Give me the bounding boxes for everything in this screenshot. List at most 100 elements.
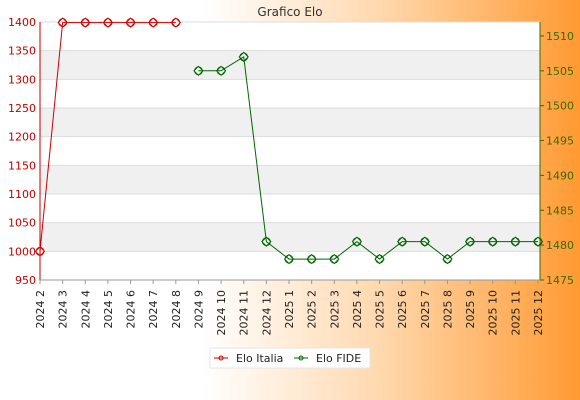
x-tick-label: 2024 2 bbox=[34, 290, 47, 329]
data-point bbox=[351, 236, 363, 247]
left-tick-label: 1200 bbox=[8, 131, 36, 144]
left-tick-label: 1350 bbox=[8, 45, 36, 58]
x-tick-label: 2025 7 bbox=[419, 290, 432, 329]
left-tick-label: 1100 bbox=[8, 188, 36, 201]
data-point bbox=[80, 17, 91, 28]
x-tick-label: 2024 9 bbox=[192, 290, 205, 329]
x-tick-label: 2025 6 bbox=[396, 290, 409, 329]
data-point-ring bbox=[103, 18, 113, 27]
axes bbox=[39, 22, 541, 281]
series-layer bbox=[34, 17, 544, 265]
data-point-ring bbox=[420, 237, 430, 247]
x-tick-label: 2024 6 bbox=[125, 290, 138, 329]
x-tick-label: 2024 5 bbox=[102, 290, 115, 329]
grid-band bbox=[40, 50, 540, 80]
right-tick-label: 1495 bbox=[546, 135, 574, 148]
data-point-ring bbox=[488, 237, 498, 247]
data-point-ring bbox=[375, 254, 384, 264]
x-tick-label: 2025 9 bbox=[464, 290, 477, 329]
x-tick-label: 2024 3 bbox=[57, 290, 70, 329]
x-tick-label: 2025 4 bbox=[351, 290, 364, 329]
data-point-ring bbox=[261, 237, 271, 247]
data-point bbox=[487, 236, 498, 247]
data-point-ring bbox=[58, 18, 68, 27]
legend-label: Elo Italia bbox=[236, 352, 283, 365]
left-axis-ticks: 950 1000 1050 1100 1150 1200 1250 1300 1350 1400 bbox=[8, 16, 36, 287]
data-point-ring bbox=[194, 66, 203, 76]
series-line bbox=[39, 22, 176, 252]
data-point-ring bbox=[329, 254, 339, 264]
x-tick-label: 2024 11 bbox=[238, 290, 251, 336]
legend-swatch-marker bbox=[298, 355, 304, 361]
x-tick-label: 2024 7 bbox=[147, 290, 160, 329]
x-tick-label: 2025 8 bbox=[441, 290, 454, 329]
x-tick-label: 2025 10 bbox=[487, 290, 500, 336]
data-point bbox=[396, 236, 408, 247]
left-tick-label: 1300 bbox=[8, 73, 36, 86]
data-point-ring bbox=[126, 18, 135, 27]
data-point bbox=[261, 236, 272, 247]
legend-label: Elo FIDE bbox=[316, 352, 361, 365]
data-point bbox=[238, 51, 249, 63]
data-point bbox=[532, 236, 544, 247]
series-elo-fide bbox=[193, 51, 544, 265]
x-tick-label: 2025 2 bbox=[306, 290, 319, 329]
right-tick-label: 1480 bbox=[546, 239, 574, 252]
data-point bbox=[215, 65, 227, 77]
x-tick-label: 2024 8 bbox=[170, 290, 183, 329]
data-point-ring bbox=[171, 18, 181, 27]
left-tick-label: 1150 bbox=[8, 159, 36, 172]
data-point bbox=[34, 246, 46, 257]
data-point bbox=[442, 253, 453, 265]
left-tick-label: 950 bbox=[15, 274, 36, 287]
left-tick-label: 1050 bbox=[8, 217, 36, 230]
data-point bbox=[510, 236, 521, 247]
data-point bbox=[102, 17, 114, 28]
data-point bbox=[193, 65, 204, 77]
right-tick-label: 1475 bbox=[546, 274, 574, 287]
data-point bbox=[306, 253, 317, 265]
grid-lines bbox=[40, 21, 540, 281]
data-point-ring bbox=[352, 237, 362, 247]
x-tick-label: 2025 1 bbox=[283, 290, 296, 329]
right-tick-label: 1510 bbox=[546, 30, 574, 43]
data-point-ring bbox=[307, 254, 317, 264]
x-tick-label: 2025 12 bbox=[532, 290, 545, 336]
data-point-ring bbox=[397, 237, 407, 247]
x-tick-label: 2025 11 bbox=[509, 290, 522, 336]
data-point-ring bbox=[465, 237, 475, 247]
data-point bbox=[170, 17, 182, 28]
data-point bbox=[125, 17, 136, 28]
x-tick-label: 2025 3 bbox=[328, 290, 341, 329]
left-tick-label: 1400 bbox=[8, 16, 36, 29]
data-point-ring bbox=[284, 254, 294, 264]
x-tick-label: 2024 12 bbox=[260, 290, 273, 336]
series-line bbox=[198, 56, 538, 260]
data-point-ring bbox=[148, 18, 158, 27]
x-tick-label: 2025 5 bbox=[374, 290, 387, 329]
data-point-ring bbox=[35, 246, 45, 256]
data-point-ring bbox=[216, 66, 226, 76]
data-point-ring bbox=[239, 52, 249, 62]
data-point bbox=[464, 236, 476, 247]
plot-background bbox=[40, 22, 540, 280]
data-point bbox=[57, 17, 68, 28]
chart-title: Grafico Elo bbox=[257, 5, 322, 19]
right-tick-label: 1490 bbox=[546, 169, 574, 182]
right-tick-label: 1485 bbox=[546, 204, 574, 217]
right-axis-ticks: 1475 1480 1485 1490 1495 1500 1505 1510 bbox=[540, 30, 574, 287]
data-point-ring bbox=[443, 254, 452, 264]
right-tick-label: 1505 bbox=[546, 65, 574, 78]
x-axis-ticks: 2024 2 2024 3 2024 4 2024 5 2024 6 2024 7 2024… bbox=[34, 280, 545, 336]
data-point bbox=[329, 253, 340, 265]
left-tick-label: 1250 bbox=[8, 102, 36, 115]
grid-band bbox=[40, 108, 540, 137]
data-point-ring bbox=[510, 237, 520, 247]
legend-swatch-marker bbox=[218, 355, 224, 361]
data-point bbox=[147, 17, 159, 28]
legend: Elo Italia Elo FIDE bbox=[209, 347, 371, 369]
right-tick-label: 1500 bbox=[546, 100, 574, 113]
data-point bbox=[374, 253, 385, 265]
grid-band bbox=[40, 222, 540, 252]
